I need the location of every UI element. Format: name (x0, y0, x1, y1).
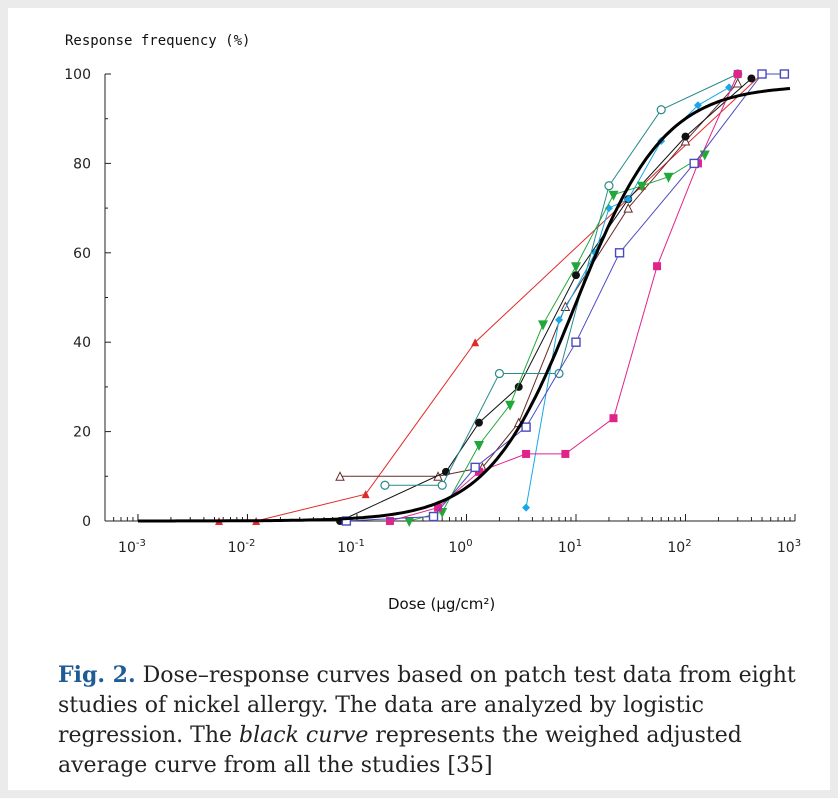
data-point (471, 338, 480, 347)
data-point (653, 262, 662, 271)
series-line (339, 78, 752, 522)
data-point (689, 158, 699, 169)
data-point (656, 105, 666, 115)
caption-text-1: Dose–response curves based on patch test… (58, 663, 796, 748)
figure-caption: Fig. 2. Dose–response curves based on pa… (58, 660, 828, 781)
data-point (521, 422, 531, 432)
data-point (571, 337, 581, 347)
data-point (733, 70, 742, 78)
caption-text-2: represents the weighed adjusted average … (58, 723, 742, 778)
data-point (636, 181, 647, 192)
data-point (681, 132, 690, 141)
y-tick-label: 60 (73, 246, 91, 262)
figure-number: Fig. 2. (58, 662, 136, 688)
y-tick-label: 100 (64, 67, 91, 83)
y-tick-label: 20 (73, 425, 91, 441)
data-point (361, 490, 370, 499)
data-point (623, 202, 634, 213)
x-axis-label: Dose (µg/cm²) (388, 595, 496, 613)
data-point (538, 320, 549, 331)
data-point (380, 480, 390, 490)
caption-emphasis: black curve (239, 723, 369, 748)
x-tick-label: 10-2 (228, 538, 256, 556)
data-point (560, 301, 571, 311)
data-point (757, 69, 767, 79)
chart-area: 0 20 40 60 80 100 10-3 10-2 10-1 100 101 102 103 (64, 67, 801, 556)
data-point (614, 248, 625, 258)
y-tick-label: 0 (82, 514, 91, 530)
series-line (340, 82, 739, 477)
x-tick-label: 10-3 (118, 538, 146, 556)
data-point (561, 449, 570, 458)
data-point (604, 181, 614, 191)
data-point (604, 204, 613, 213)
figure-panel: Response frequency (%) 0 20 40 60 80 100 10-3 1… (8, 8, 830, 790)
data-point (505, 400, 516, 411)
data-point (404, 517, 415, 527)
data-point (624, 195, 633, 204)
data-point (437, 480, 447, 490)
average-curve (138, 87, 791, 523)
data-point (470, 462, 480, 473)
data-point (494, 368, 505, 379)
data-point (522, 503, 531, 512)
data-point (732, 77, 743, 88)
data-point (428, 511, 439, 522)
data-point (608, 190, 619, 201)
x-tick-label: 100 (448, 538, 472, 556)
y-tick-label: 80 (73, 156, 91, 172)
x-tick-label: 103 (777, 538, 801, 556)
data-point (474, 418, 483, 427)
data-point (570, 262, 581, 273)
data-point (609, 414, 618, 423)
data-point (747, 74, 756, 83)
x-tick-label: 101 (558, 538, 582, 556)
x-tick-label: 10-1 (337, 538, 365, 556)
data-point (341, 516, 352, 526)
data-point (571, 271, 580, 280)
series-line (525, 86, 730, 508)
data-point (385, 517, 394, 525)
series-line (219, 73, 763, 522)
data-point (680, 135, 691, 146)
series-line (409, 154, 706, 522)
data-point (434, 503, 443, 512)
data-point (693, 101, 702, 110)
data-point (335, 471, 345, 481)
y-tick-label: 40 (73, 335, 91, 351)
data-point (522, 449, 531, 458)
data-point (779, 69, 790, 79)
x-tick-label: 102 (667, 538, 691, 556)
data-point (554, 368, 564, 379)
data-point (473, 441, 484, 452)
data-point (555, 315, 564, 324)
data-point (663, 172, 674, 183)
y-axis-label: Response frequency (%) (65, 33, 251, 49)
